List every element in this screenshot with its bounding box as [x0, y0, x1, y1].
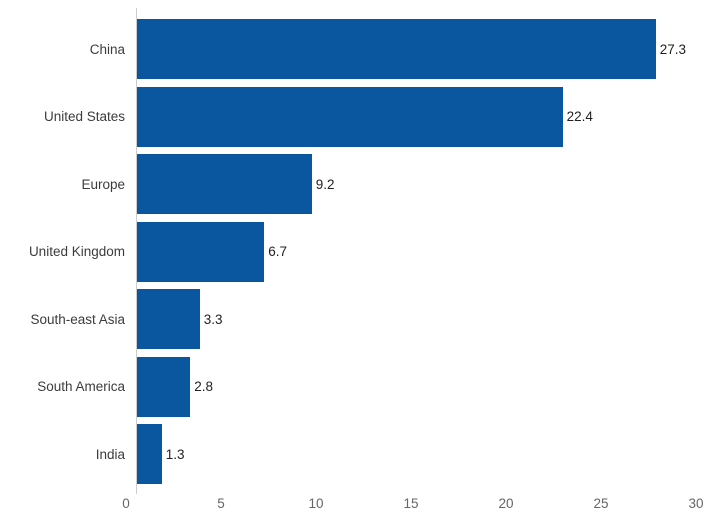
x-tick-label-5: 5: [217, 496, 225, 511]
category-label-south-america: South America: [37, 379, 125, 394]
value-label-india: 1.3: [165, 446, 185, 462]
bar-india: [137, 424, 162, 484]
category-label-china: China: [89, 41, 125, 57]
category-label-europe: Europe: [81, 176, 125, 192]
bar-united-states: [137, 86, 563, 147]
x-tick-label-25: 25: [593, 496, 609, 511]
x-tick-label-15: 15: [403, 496, 419, 511]
category-label-south-east-asia: South-east Asia: [30, 311, 125, 327]
bar-europe: [137, 154, 312, 214]
x-tick-label-0: 0: [122, 496, 130, 511]
value-label-united-kingdom: 6.7: [268, 244, 288, 259]
value-label-united-states: 22.4: [566, 109, 593, 124]
category-label-united-states: United States: [43, 109, 125, 124]
value-label-south-east-asia: 3.3: [203, 311, 223, 327]
bar-south-america: [137, 356, 191, 417]
y-axis-line: [136, 8, 137, 494]
x-tick-label-30: 30: [688, 496, 704, 511]
category-label-india: India: [95, 446, 125, 462]
x-tick-label-10: 10: [308, 496, 324, 511]
bar-south-east-asia: [137, 289, 200, 349]
category-label-united-kingdom: United Kingdom: [28, 244, 125, 259]
bar-united-kingdom: [137, 221, 265, 282]
value-label-europe: 9.2: [315, 176, 335, 192]
bar-china: [137, 19, 656, 79]
x-tick-label-20: 20: [498, 496, 514, 511]
value-label-south-america: 2.8: [194, 379, 213, 394]
value-label-china: 27.3: [659, 41, 686, 57]
